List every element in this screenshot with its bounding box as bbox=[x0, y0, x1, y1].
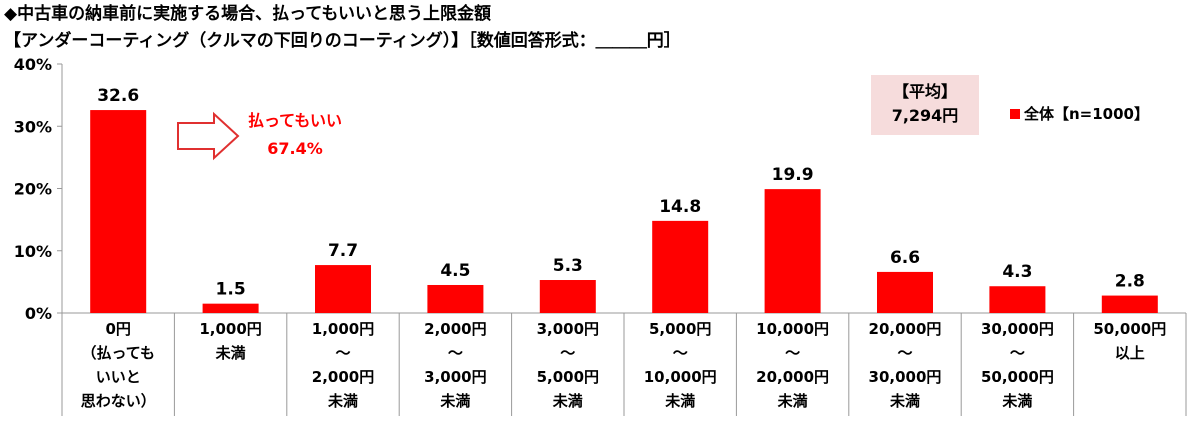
annotation-label: 払ってもいい bbox=[248, 111, 342, 130]
category-label: 20,000円～ 30,000円未満 bbox=[869, 320, 942, 410]
arrow-icon bbox=[177, 111, 240, 161]
y-tick-label: 20% bbox=[14, 180, 52, 199]
data-label: 1.5 bbox=[216, 280, 246, 300]
legend-label: 全体【n=1000】 bbox=[1024, 105, 1149, 123]
data-label: 5.3 bbox=[553, 256, 583, 276]
category-labels: 0円（払ってもいいと思わない） 1,000円未満 1,000円～ 2,000円未満 2,… bbox=[81, 320, 1167, 410]
data-label: 4.3 bbox=[1002, 262, 1032, 282]
y-tick-label: 30% bbox=[14, 117, 52, 136]
bar bbox=[202, 303, 259, 313]
bar bbox=[427, 284, 484, 313]
data-labels: 32.6 1.5 7.7 4.5 5.3 14.8 19.9 6.6 4.3 2.8 bbox=[97, 86, 1145, 300]
bars bbox=[90, 110, 1158, 313]
average-label: 【平均】 bbox=[892, 82, 957, 101]
legend: 全体【n=1000】 bbox=[1010, 103, 1149, 124]
category-label: 30,000円～ 50,000円未満 bbox=[981, 320, 1054, 410]
y-tick-label: 40% bbox=[14, 55, 52, 74]
category-label: 1,000円～ 2,000円未満 bbox=[312, 320, 374, 410]
bar bbox=[764, 189, 821, 313]
y-tick-label: 0% bbox=[25, 304, 52, 323]
bar bbox=[877, 271, 933, 313]
data-label: 19.9 bbox=[772, 165, 814, 185]
data-label: 14.8 bbox=[659, 197, 701, 217]
bar bbox=[90, 110, 147, 313]
average-value: 7,294円 bbox=[891, 106, 959, 125]
average-box: 【平均】 7,294円 bbox=[871, 75, 979, 135]
chart-subtitle: 【アンダーコーティング（クルマの下回りのコーティング）】［数値回答形式：＿＿＿円… bbox=[4, 31, 681, 51]
chart-title: ◆中古車の納車前に実施する場合、払ってもいいと思う上限金額 bbox=[4, 4, 492, 24]
category-label: 1,000円未満 bbox=[199, 320, 261, 362]
annotation-value: 67.4% bbox=[267, 139, 323, 158]
category-label: 10,000円～ 20,000円未満 bbox=[756, 320, 829, 410]
category-label: 50,000円以上 bbox=[1093, 320, 1166, 362]
data-label: 6.6 bbox=[890, 248, 920, 268]
data-label: 4.5 bbox=[440, 261, 470, 281]
data-label: 7.7 bbox=[328, 241, 358, 261]
bar bbox=[989, 286, 1046, 313]
bar bbox=[315, 265, 371, 313]
bar bbox=[1101, 295, 1158, 313]
bar bbox=[539, 280, 596, 313]
annotation: 払ってもいい 67.4% bbox=[177, 111, 342, 161]
category-label: 0円（払ってもいいと思わない） bbox=[81, 320, 156, 410]
data-label: 32.6 bbox=[97, 86, 139, 106]
bar bbox=[652, 220, 709, 313]
category-label: 5,000円～ 10,000円未満 bbox=[644, 320, 717, 410]
legend-swatch bbox=[1010, 108, 1020, 119]
y-tick-label: 10% bbox=[14, 242, 52, 261]
category-label: 3,000円～ 5,000円未満 bbox=[537, 320, 599, 410]
category-label: 2,000円～ 3,000円未満 bbox=[424, 320, 486, 410]
data-label: 2.8 bbox=[1115, 272, 1145, 292]
